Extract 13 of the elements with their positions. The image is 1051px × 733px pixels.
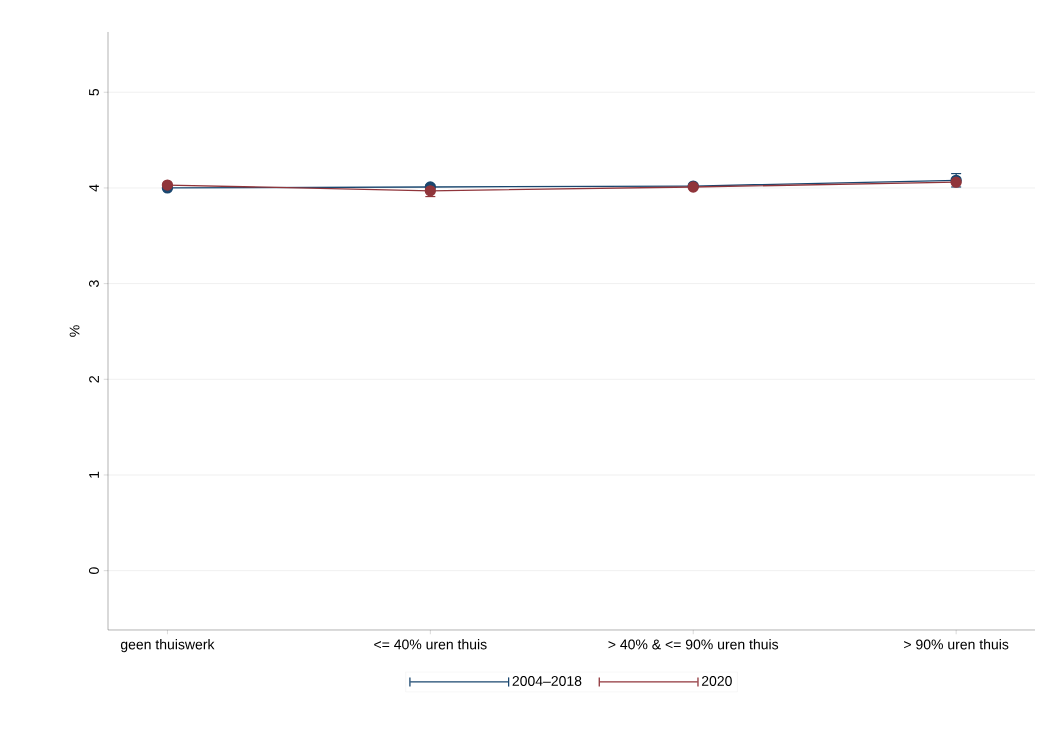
x-tick-label: <= 40% uren thuis [374, 639, 487, 650]
y-tick-label: 3 [88, 280, 99, 287]
y-tick-label: 4 [89, 184, 99, 192]
x-tick-label: > 90% uren thuis [904, 639, 1009, 650]
y-tick-label: 2 [89, 376, 99, 383]
y-tick-label: 0 [88, 567, 99, 575]
legend-label: 2004–2018 [512, 676, 582, 686]
x-tick-label: geen thuiswerk [120, 639, 215, 653]
y-tick-label: 1 [89, 471, 99, 478]
y-tick-label: 5 [89, 88, 99, 96]
x-tick-label: > 40% & <= 90% uren thuis [608, 639, 779, 650]
legend-label: 2020 [701, 676, 732, 686]
y-axis-title: % [69, 325, 80, 337]
